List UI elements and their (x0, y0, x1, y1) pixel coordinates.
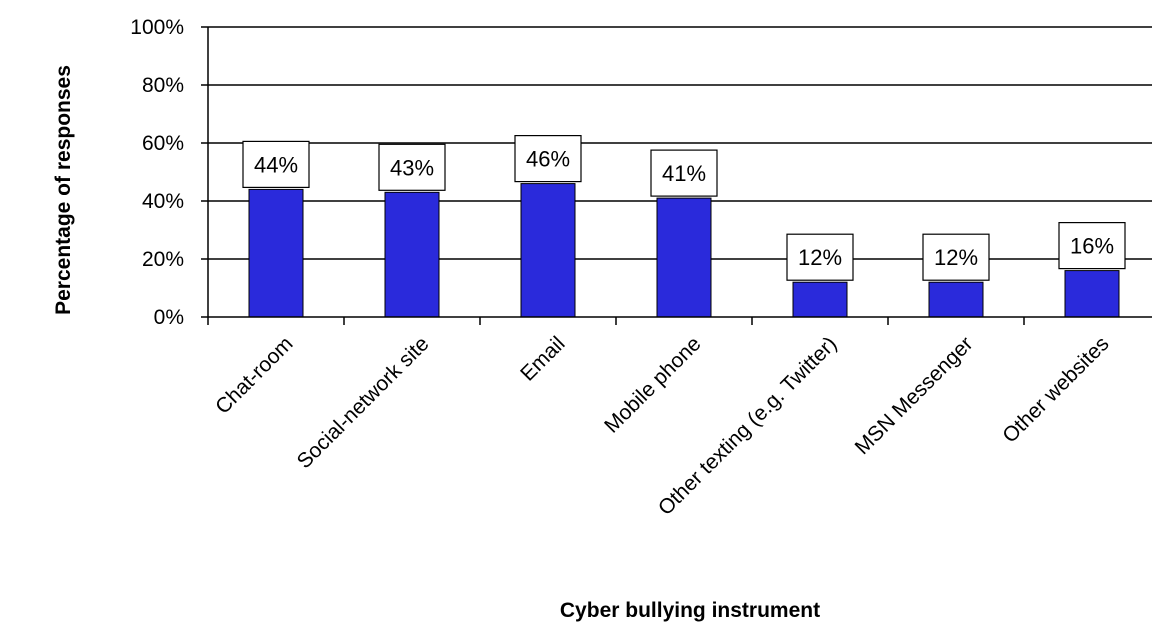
x-tick-label: Chat-room (211, 332, 297, 418)
y-tick-label: 60% (142, 132, 184, 155)
bar (792, 281, 848, 318)
data-label-box (1058, 222, 1126, 270)
data-label-box (378, 143, 446, 191)
data-label: 46% (526, 147, 570, 172)
y-tick-label: 20% (142, 248, 184, 271)
data-label-box (786, 233, 854, 281)
x-tick-label: Mobile phone (600, 332, 705, 437)
data-label-box (650, 149, 718, 197)
data-label: 43% (390, 155, 434, 180)
data-label-box (242, 140, 310, 188)
y-tick-label: 40% (142, 190, 184, 213)
data-label: 44% (254, 152, 298, 177)
bars (248, 183, 1120, 318)
x-tick-label: Social-network site (293, 332, 434, 473)
data-label-box (922, 233, 990, 281)
bar (248, 188, 304, 318)
data-label: 12% (934, 245, 978, 270)
x-tick-label: Email (516, 332, 569, 385)
data-labels: 44% 43% 46% 41% 12% 12% 16% (242, 135, 1126, 281)
bar (384, 191, 440, 318)
data-label: 12% (798, 245, 842, 270)
bar (520, 183, 576, 318)
bar (1064, 270, 1120, 318)
y-axis-title: Percentage of responses (52, 65, 75, 315)
data-label: 41% (662, 161, 706, 186)
y-tick-label: 100% (130, 16, 184, 39)
axes (207, 27, 1152, 318)
y-tick-labels: 0% 20% 40% 60% 80% 100% (130, 16, 208, 329)
gridlines (208, 26, 1152, 260)
bar (656, 197, 712, 318)
x-tick-label: MSN Messenger (851, 332, 978, 459)
bar (928, 281, 984, 318)
data-label: 16% (1070, 234, 1114, 259)
x-axis-title: Cyber bullying instrument (560, 599, 820, 622)
y-tick-label: 0% (154, 306, 184, 329)
data-label-box (514, 135, 582, 183)
x-tick-label: Other websites (998, 332, 1113, 447)
y-tick-label: 80% (142, 74, 184, 97)
